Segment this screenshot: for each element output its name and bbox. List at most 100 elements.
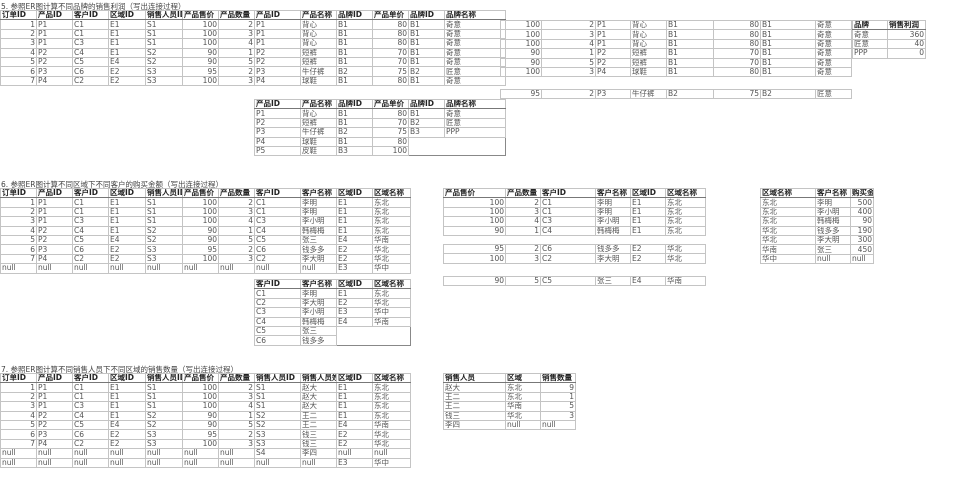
table-cell[interactable]: E1 bbox=[336, 216, 373, 227]
table-cell[interactable]: P3 bbox=[36, 429, 73, 440]
table-cell[interactable]: 奇意 bbox=[444, 75, 506, 87]
table-cell[interactable]: E1 bbox=[336, 391, 373, 403]
table-cell[interactable]: 赵大 bbox=[300, 391, 337, 403]
table-cell[interactable]: 1 bbox=[505, 225, 541, 236]
column-header[interactable]: 产品ID bbox=[36, 372, 73, 384]
table-cell[interactable]: 80 bbox=[713, 29, 761, 40]
table-cell[interactable]: C6 bbox=[540, 243, 596, 255]
table-cell[interactable]: 牛仔裤 bbox=[630, 88, 667, 100]
table-cell[interactable]: E2 bbox=[336, 429, 373, 440]
table-cell[interactable]: null bbox=[36, 457, 73, 468]
table-cell[interactable]: 2 bbox=[218, 66, 255, 77]
table-cell[interactable]: B1 bbox=[408, 19, 445, 30]
table-cell[interactable]: 华南 bbox=[372, 316, 411, 327]
table-cell[interactable]: B1 bbox=[336, 28, 373, 40]
table-cell[interactable]: 1 bbox=[540, 391, 576, 403]
table-cell[interactable]: 华中 bbox=[372, 263, 411, 274]
table-cell[interactable]: B1 bbox=[760, 57, 816, 68]
table-cell[interactable]: 匠意 bbox=[815, 88, 852, 100]
column-header[interactable]: 产品单价 bbox=[372, 98, 409, 110]
table-cell[interactable]: E2 bbox=[108, 253, 146, 265]
table-cell[interactable]: C4 bbox=[72, 47, 109, 58]
table-cell[interactable]: B1 bbox=[336, 56, 373, 68]
table-cell[interactable]: E1 bbox=[108, 401, 146, 412]
table-cell[interactable]: 1 bbox=[218, 410, 255, 421]
column-header[interactable]: 产品ID bbox=[254, 98, 301, 110]
table-cell[interactable]: 背心 bbox=[300, 38, 337, 49]
table-cell[interactable]: P2 bbox=[254, 117, 301, 129]
table-cell[interactable]: 东北 bbox=[372, 206, 411, 218]
table-cell[interactable]: 90 bbox=[443, 225, 506, 236]
table-cell[interactable]: null bbox=[254, 457, 301, 468]
table-cell[interactable]: S1 bbox=[254, 401, 301, 412]
table-cell[interactable]: 3 bbox=[540, 410, 576, 421]
column-header[interactable]: 客户ID bbox=[254, 278, 301, 290]
table-cell[interactable]: null bbox=[0, 457, 37, 468]
table-cell[interactable]: 韩梅梅 bbox=[300, 225, 337, 236]
table-cell[interactable]: 2 bbox=[218, 19, 255, 30]
table-cell[interactable]: 40 bbox=[887, 38, 926, 50]
table-cell[interactable] bbox=[408, 136, 445, 147]
table-cell[interactable]: 5 bbox=[0, 234, 37, 246]
table-cell[interactable]: 300 bbox=[850, 234, 874, 246]
table-cell[interactable]: P1 bbox=[595, 38, 631, 50]
column-header[interactable]: 区域ID bbox=[108, 187, 146, 199]
table-cell[interactable]: 钱多多 bbox=[300, 335, 337, 346]
table-cell[interactable]: C1 bbox=[72, 391, 109, 403]
table-cell[interactable]: E1 bbox=[336, 401, 373, 412]
table-cell[interactable]: B1 bbox=[666, 38, 714, 50]
table-cell[interactable]: 背心 bbox=[630, 19, 667, 31]
table-cell[interactable]: 100 bbox=[182, 206, 219, 218]
table-cell[interactable]: 李明 bbox=[595, 206, 631, 218]
table-cell[interactable]: E4 bbox=[108, 419, 146, 431]
column-header[interactable]: 销售利润 bbox=[887, 19, 926, 31]
table-cell[interactable]: P1 bbox=[36, 206, 73, 218]
column-header[interactable]: 产品售价 bbox=[182, 372, 219, 384]
table-cell[interactable]: 2 bbox=[541, 88, 596, 100]
table-cell[interactable]: 华中 bbox=[760, 253, 816, 265]
table-cell[interactable]: E4 bbox=[336, 234, 373, 246]
table-cell[interactable]: E1 bbox=[108, 225, 146, 236]
table-cell[interactable]: 2 bbox=[0, 391, 37, 403]
table-cell[interactable]: null bbox=[72, 263, 109, 274]
table-cell[interactable]: 2 bbox=[218, 197, 255, 208]
table-cell[interactable]: null bbox=[108, 457, 146, 468]
column-header[interactable]: 产品数量 bbox=[505, 187, 541, 199]
table-cell[interactable]: 90 bbox=[182, 47, 219, 58]
table-cell[interactable]: C6 bbox=[72, 244, 109, 255]
table-cell[interactable]: B1 bbox=[666, 66, 714, 78]
table-cell[interactable]: C1 bbox=[540, 206, 596, 218]
table-cell[interactable]: 奇意 bbox=[815, 66, 852, 78]
table-cell[interactable]: S1 bbox=[145, 19, 183, 30]
table-cell[interactable]: C4 bbox=[540, 225, 596, 236]
table-cell[interactable]: null bbox=[145, 448, 183, 459]
table-cell[interactable]: 匠意 bbox=[444, 117, 506, 129]
table-cell[interactable]: 短裤 bbox=[300, 117, 337, 129]
table-cell[interactable]: 钱多多 bbox=[595, 243, 631, 255]
column-header[interactable]: 区域 bbox=[505, 372, 541, 384]
table-cell[interactable]: 5 bbox=[505, 275, 541, 287]
table-cell[interactable]: C2 bbox=[72, 253, 109, 265]
table-cell[interactable]: 3 bbox=[218, 391, 255, 403]
table-cell[interactable]: S2 bbox=[145, 47, 183, 58]
table-cell[interactable]: 80 bbox=[372, 28, 409, 40]
table-cell[interactable]: E1 bbox=[630, 225, 666, 236]
table-cell[interactable]: C6 bbox=[254, 335, 301, 346]
table-cell[interactable]: E1 bbox=[108, 28, 146, 40]
table-cell[interactable]: C5 bbox=[254, 234, 301, 246]
table-cell[interactable]: P1 bbox=[254, 19, 301, 30]
table-cell[interactable]: 华北 bbox=[760, 234, 816, 246]
table-cell[interactable]: 短裤 bbox=[300, 56, 337, 68]
table-cell[interactable]: C6 bbox=[72, 429, 109, 440]
table-cell[interactable]: 70 bbox=[713, 57, 761, 68]
table-cell[interactable]: 1 bbox=[218, 47, 255, 58]
table-cell[interactable]: 5 bbox=[0, 419, 37, 431]
table-cell[interactable]: 5 bbox=[218, 419, 255, 431]
table-cell[interactable]: E1 bbox=[336, 288, 373, 299]
table-cell[interactable]: 100 bbox=[182, 216, 219, 227]
table-cell[interactable]: 100 bbox=[182, 38, 219, 49]
table-cell[interactable]: C1 bbox=[72, 206, 109, 218]
table-cell[interactable]: 东北 bbox=[505, 391, 541, 403]
table-cell[interactable]: 3 bbox=[218, 253, 255, 265]
table-cell[interactable]: 李明 bbox=[300, 288, 337, 299]
